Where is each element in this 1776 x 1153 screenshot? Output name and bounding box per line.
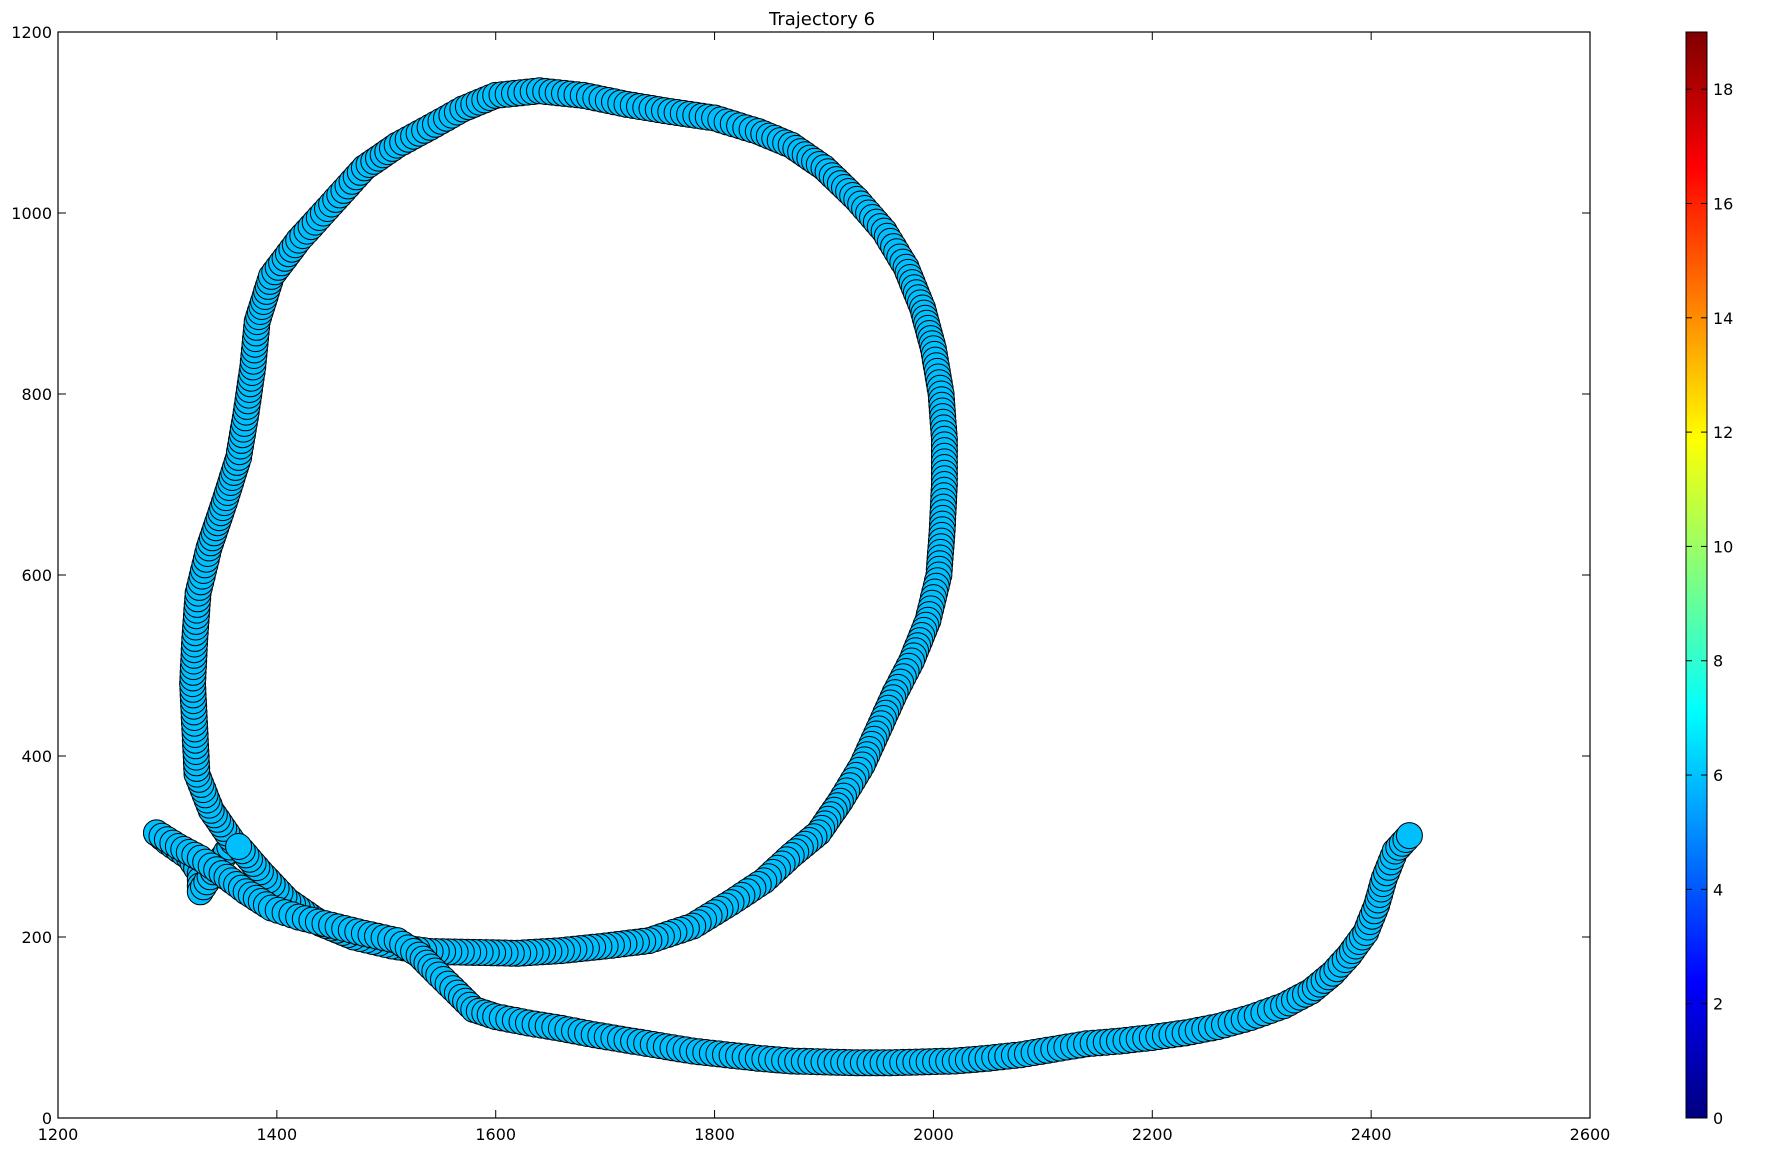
y-tick-label: 400: [21, 747, 52, 766]
x-tick-label: 1800: [694, 1125, 735, 1144]
colorbar-tick-label: 0: [1713, 1109, 1723, 1128]
x-tick-label: 1400: [256, 1125, 297, 1144]
colorbar-tick-label: 14: [1713, 309, 1733, 328]
x-tick-label: 2200: [1132, 1125, 1173, 1144]
colorbar-tick-label: 8: [1713, 652, 1723, 671]
x-tick-label: 1600: [475, 1125, 516, 1144]
y-tick-label: 0: [42, 1109, 52, 1128]
x-tick-label: 1200: [38, 1125, 79, 1144]
colorbar-tick-label: 18: [1713, 80, 1733, 99]
data-point: [225, 833, 253, 860]
x-axis: 1200 1400 1600 1800 2000 2200 2400 2600: [38, 32, 1611, 1144]
colorbar-gradient: [1685, 31, 1708, 1119]
colorbar-tick-label: 12: [1713, 423, 1733, 442]
y-tick-label: 1200: [11, 23, 52, 42]
x-tick-label: 2400: [1351, 1125, 1392, 1144]
chart-title: Trajectory 6: [768, 9, 875, 30]
plot-area: [143, 77, 1423, 1077]
x-tick-label: 2600: [1570, 1125, 1611, 1144]
y-tick-label: 1000: [11, 204, 52, 223]
data-point: [1395, 822, 1423, 850]
colorbar: 0 2 4 6 8 10 12 14 16 18: [1685, 31, 1733, 1128]
colorbar-tick-label: 16: [1713, 194, 1733, 213]
colorbar-tick-label: 6: [1713, 766, 1723, 785]
colorbar-tick-label: 10: [1713, 537, 1733, 556]
y-axis: 0 200 400 600 800 1000 1200: [11, 23, 1590, 1128]
colorbar-tick-label: 2: [1713, 995, 1723, 1014]
y-tick-label: 200: [21, 928, 52, 947]
colorbar-tick-label: 4: [1713, 880, 1723, 899]
y-tick-label: 800: [21, 385, 52, 404]
y-tick-label: 600: [21, 566, 52, 585]
x-tick-label: 2000: [913, 1125, 954, 1144]
